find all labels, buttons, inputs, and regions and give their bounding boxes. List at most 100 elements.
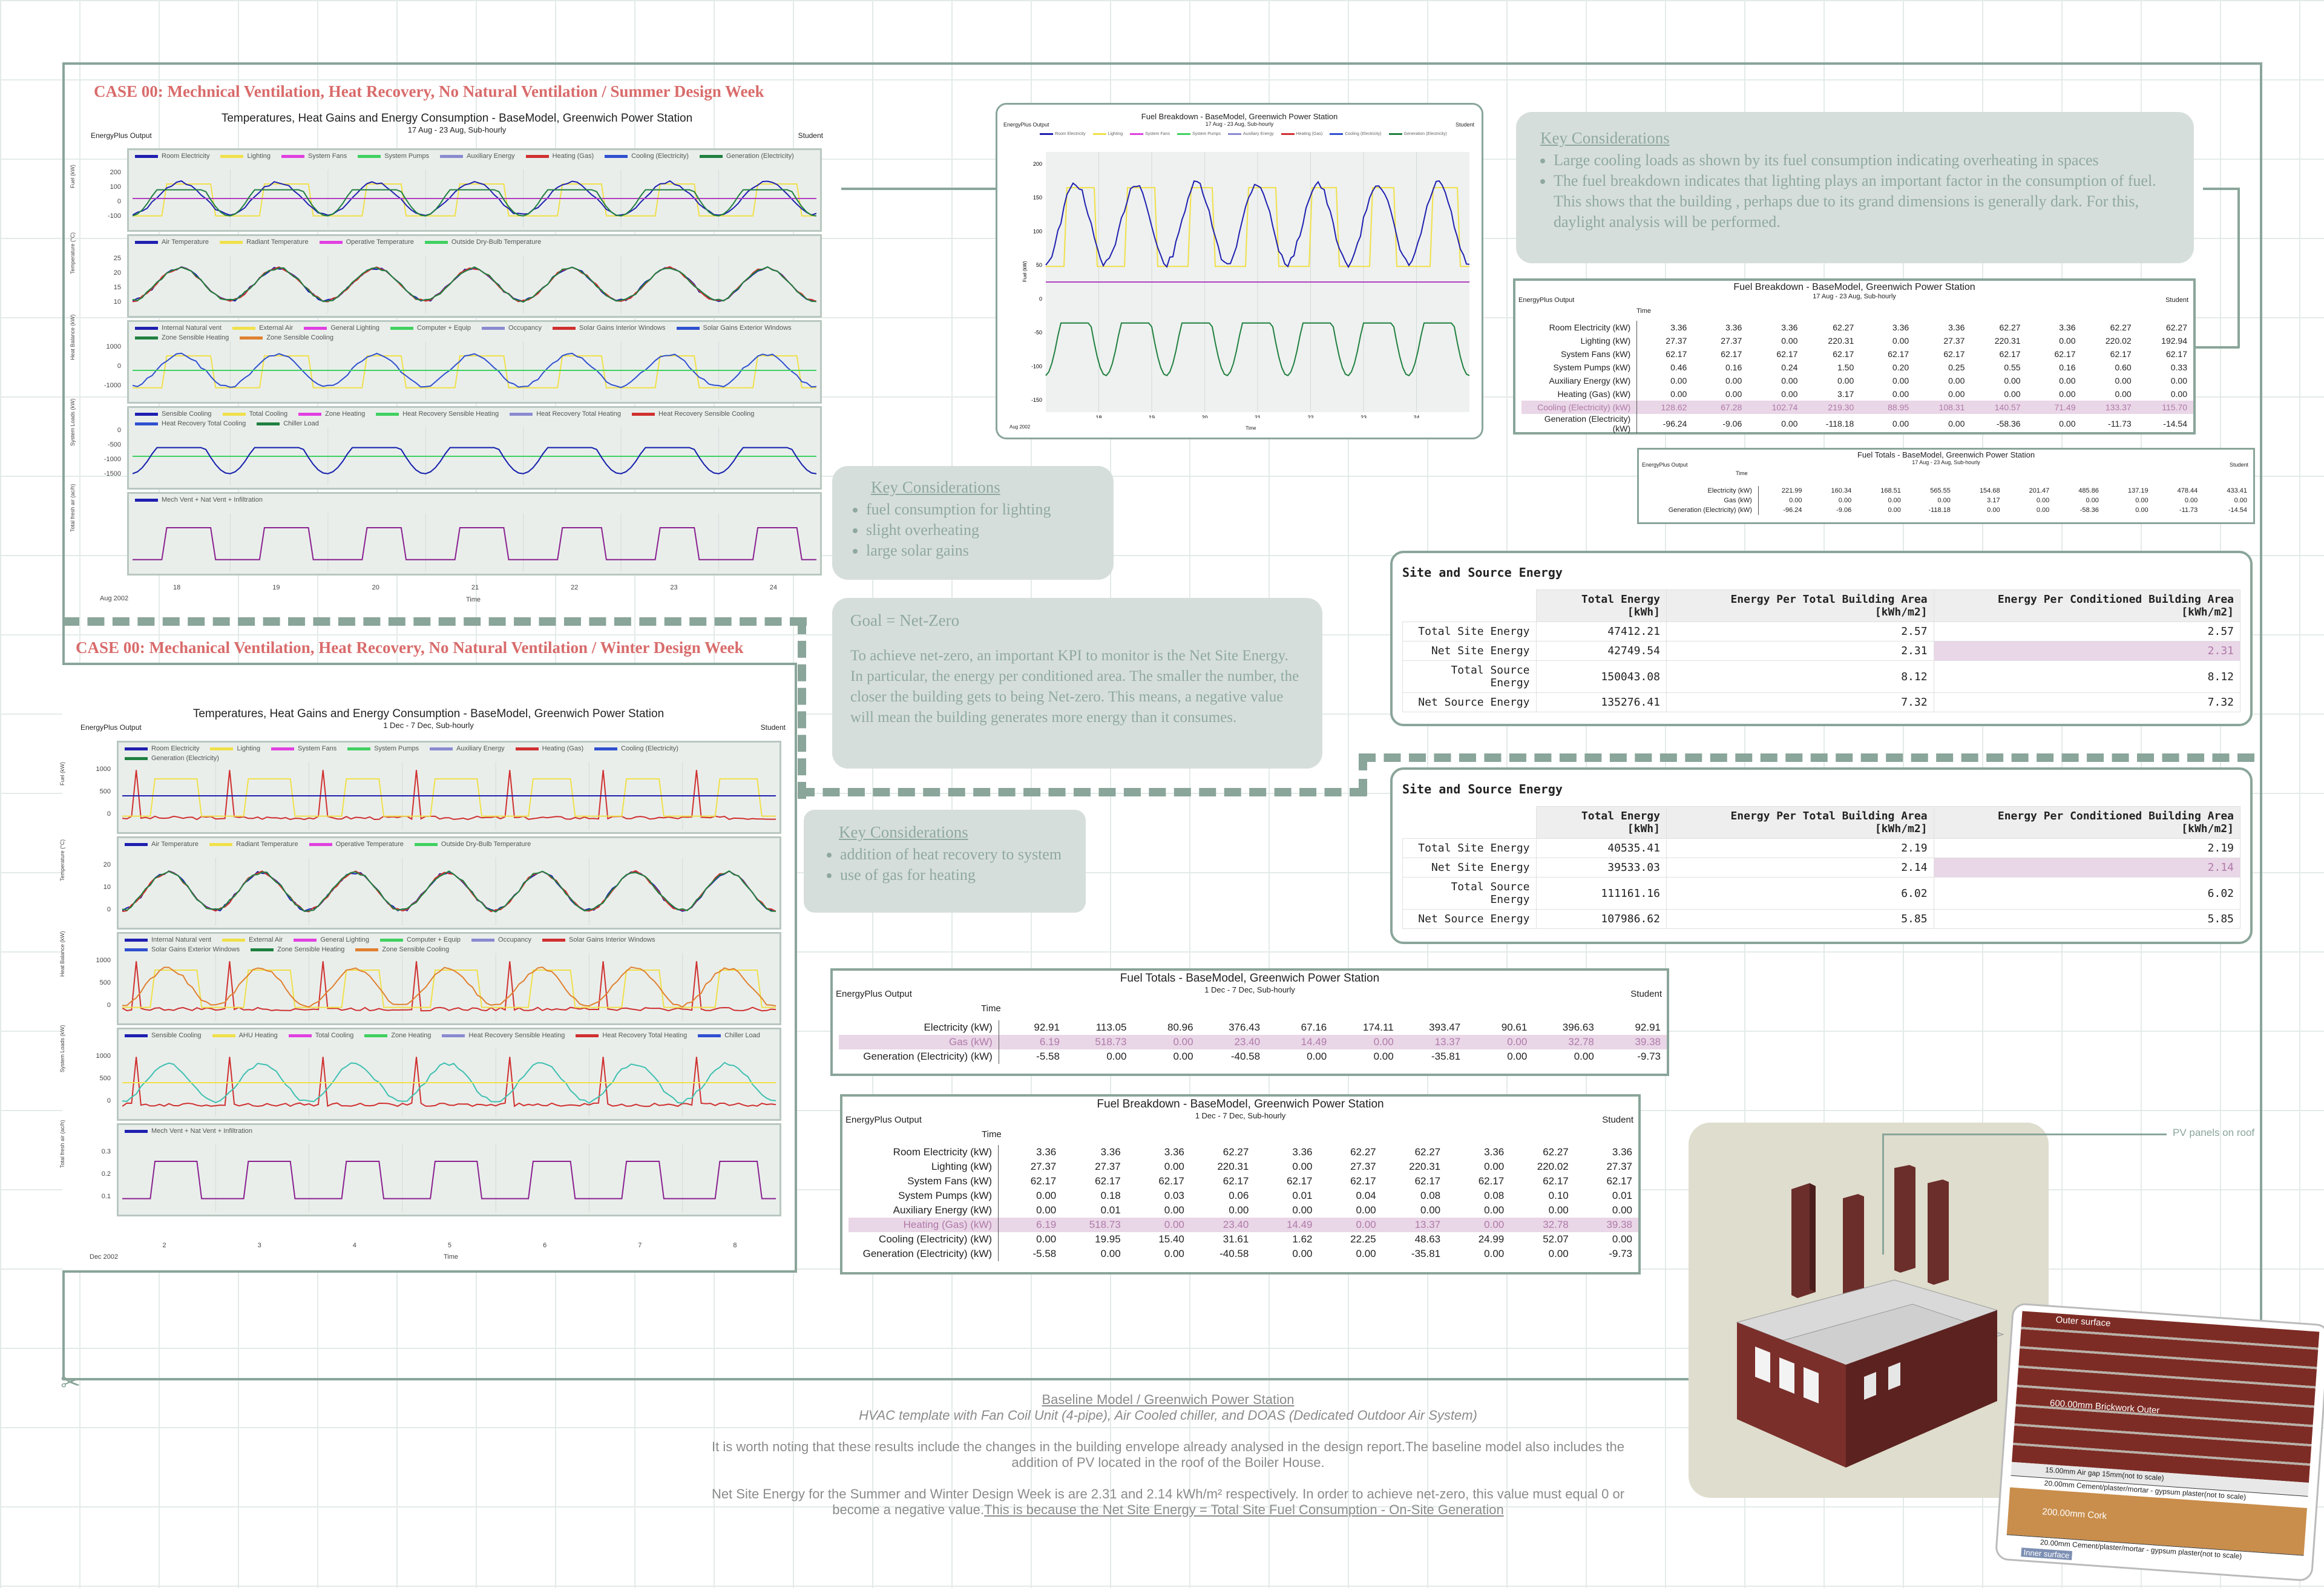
chart-panel: Mech Vent + Nat Vent + Infiltration	[117, 1123, 781, 1216]
summer-breakdown-left-label: EnergyPlus Output	[1518, 297, 1575, 304]
y-tick-label: -50	[1034, 330, 1042, 336]
row-value: 62.27	[1350, 1146, 1376, 1158]
legend-entry: System Pumps	[347, 745, 419, 752]
legend-entry: Sensible Cooling	[135, 410, 212, 418]
row-value: -40.58	[1230, 1051, 1261, 1062]
row-value: 0.00	[1892, 389, 1909, 399]
row-value: 27.37	[1350, 1161, 1376, 1172]
chart-plot	[122, 762, 776, 830]
row-label: Lighting (kW)	[931, 1161, 993, 1172]
row-value: 0.00	[1758, 496, 1808, 505]
row-value: 0.00	[1888, 507, 1901, 514]
sse-row-label: Net Source Energy	[1402, 692, 1537, 712]
table-row: Generation (Electricity) (kW) -96.24 -9.06…	[1521, 414, 2193, 433]
fuel-chart-x-label: Time	[1246, 425, 1256, 431]
y-axis-label: Temperature (°C)	[70, 232, 76, 274]
legend-entry: General Lighting	[304, 324, 379, 332]
row-value: 0.00	[2234, 497, 2247, 504]
row-value: 0.00	[2004, 376, 2021, 386]
summer-breakdown-title: Fuel Breakdown - BaseModel, Greenwich Po…	[1733, 282, 1975, 292]
row-value: 220.02	[1537, 1161, 1569, 1172]
sse-value: 2.31	[1666, 641, 1934, 661]
fuel-chart-left-label: EnergyPlus Output	[1003, 122, 1049, 128]
table-row: System Fans (kW) 62.17 62.17 62.17 62.17 62.1…	[1521, 347, 2193, 361]
summer-x-ticks: 18 19 20 21 22 23 24	[127, 584, 823, 594]
fuel-chart-legend: Room Electricity Lighting System Fans Syste…	[1040, 132, 1463, 136]
row-value: 71.49	[2054, 402, 2076, 412]
row-label: System Pumps (kW)	[898, 1190, 993, 1201]
row-value: 62.17	[1606, 1175, 1632, 1187]
sse-winter-table: Total Energy [kWh] Energy Per Total Build…	[1402, 806, 2241, 929]
chart-plot	[122, 1144, 776, 1212]
row-value: 220.02	[2105, 336, 2132, 346]
row-value: 0.00	[1636, 387, 1693, 401]
row-label: Electricity (kW)	[924, 1022, 993, 1033]
y-tick-label: 500	[99, 1074, 111, 1082]
row-value: 0.10	[1548, 1190, 1569, 1201]
legend-entry: Heat Recovery Sensible Heating	[376, 410, 499, 418]
legend-entry: AHU Heating	[212, 1032, 278, 1039]
row-value: 0.00	[1612, 1204, 1632, 1216]
y-tick-label: 200	[110, 169, 121, 176]
x-tick-label: 23	[1361, 415, 1367, 418]
x-tick-label: 2	[162, 1242, 166, 1249]
row-value: 62.27	[1223, 1146, 1249, 1158]
chart-panel: Sensible Cooling Total Cooling Zone Heatin…	[127, 406, 822, 490]
row-value: 62.17	[2110, 349, 2132, 359]
fuel-series	[1045, 180, 1469, 269]
row-value: 174.11	[1362, 1022, 1394, 1033]
y-axis-label: System Loads (kW)	[70, 398, 76, 446]
x-tick-label: 4	[352, 1242, 356, 1249]
row-value: 6.19	[998, 1035, 1066, 1049]
legend-entry: Generation (Electricity)	[125, 755, 219, 762]
legend-entry: Solar Gains Interior Windows	[553, 324, 666, 332]
row-value: 0.00	[1484, 1204, 1505, 1216]
y-tick-label: 0.2	[101, 1170, 111, 1178]
legend-entry: General Lighting	[294, 936, 369, 943]
row-value: 3.36	[2059, 323, 2076, 332]
legend-entry: Outside Dry-Bulb Temperature	[414, 841, 531, 848]
chart-legend: Internal Natural vent External Air General…	[119, 934, 780, 956]
row-value: -40.58	[1219, 1248, 1249, 1259]
row-value: -11.73	[2179, 507, 2198, 514]
summer-totals-left-label: EnergyPlus Output	[1642, 462, 1688, 468]
row-label: Gas (kW)	[1724, 497, 1752, 504]
row-value: -35.81	[1411, 1248, 1441, 1259]
row-value: -118.18	[1928, 507, 1951, 514]
table-row: Generation (Electricity) (kW) -96.24 -9.06…	[1642, 505, 2253, 515]
table-row: System Fans (kW) 62.17 62.17 62.17 62.17 62.1…	[849, 1174, 1638, 1189]
row-value: -14.54	[2228, 507, 2247, 514]
row-label: System Fans (kW)	[1561, 349, 1631, 359]
legend-entry: Heat Recovery Sensible Heating	[442, 1032, 565, 1039]
row-value: 62.27	[1999, 323, 2021, 332]
row-label: Room Electricity (kW)	[1549, 323, 1631, 332]
row-value: 1.50	[1837, 363, 1854, 372]
y-tick-label: 25	[113, 255, 121, 262]
chart-series-line	[133, 447, 816, 474]
key-considerations-top: Key Considerations Large cooling loads a…	[1516, 112, 2194, 263]
y-tick-label: -150	[1031, 397, 1042, 403]
summer-totals-title: Fuel Totals - BaseModel, Greenwich Power…	[1857, 450, 2035, 459]
y-tick-label: 20	[103, 861, 111, 868]
row-value: 32.78	[1543, 1219, 1569, 1230]
legend-entry: Auxiliary Energy	[430, 745, 505, 752]
dashed-divider-vert	[798, 617, 806, 799]
row-value: 192.94	[2161, 336, 2187, 346]
row-value: 3.36	[1164, 1146, 1184, 1158]
winter-x-label: Time	[444, 1253, 459, 1261]
row-value: 3.36	[998, 1145, 1063, 1160]
legend-entry: Total Cooling	[288, 1032, 353, 1039]
y-tick-label: 0	[107, 1002, 111, 1009]
row-value: 0.08	[1420, 1190, 1441, 1201]
legend-entry: Zone Sensible Heating	[135, 334, 229, 341]
y-tick-label: 0	[117, 198, 121, 205]
dashed-divider-right	[1359, 753, 1367, 796]
row-value: 376.43	[1229, 1022, 1261, 1033]
row-value: 27.37	[998, 1160, 1063, 1174]
row-value: 0.00	[1888, 497, 1901, 504]
chart-legend: Internal Natural vent External Air General…	[129, 322, 820, 344]
winter-totals-left-label: EnergyPlus Output	[836, 989, 912, 999]
winter-date-range: 1 Dec - 7 Dec, Sub-hourly	[383, 721, 474, 730]
chart-plot	[122, 953, 776, 1021]
row-value: 0.00	[1356, 1204, 1376, 1216]
